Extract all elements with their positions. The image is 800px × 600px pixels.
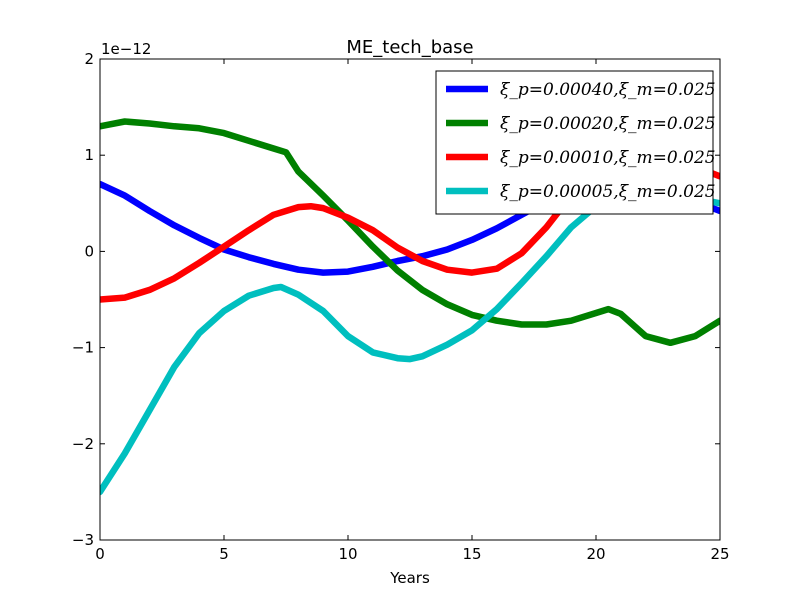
ticks-layer: 0 5 10 15 20 25 −3 −2 −1 0 1 2 xyxy=(72,50,730,563)
legend-entry-4: ξ_p=0.00005,ξ_m=0.025 xyxy=(500,182,716,202)
y-offset-label: 1e−12 xyxy=(101,40,151,58)
x-tick-label: 20 xyxy=(586,545,605,563)
x-tick-label: 10 xyxy=(338,545,357,563)
x-tick-label: 25 xyxy=(710,545,729,563)
legend: ξ_p=0.00040,ξ_m=0.025 ξ_p=0.00020,ξ_m=0.0… xyxy=(435,70,716,215)
y-tick-label: −3 xyxy=(72,531,94,549)
y-tick-label: 2 xyxy=(84,50,94,68)
x-tick-label: 15 xyxy=(462,545,481,563)
series-line-4 xyxy=(100,195,720,496)
y-tick-label: −2 xyxy=(72,435,94,453)
y-tick-label: 0 xyxy=(84,242,94,260)
y-tick-label: 1 xyxy=(84,146,94,164)
plot-frame xyxy=(99,58,721,541)
chart-title: ME_tech_base xyxy=(346,37,473,58)
legend-entry-2: ξ_p=0.00020,ξ_m=0.025 xyxy=(500,114,716,134)
x-axis-label: Years xyxy=(389,569,430,587)
series-line-2 xyxy=(100,118,720,347)
y-tick-label: −1 xyxy=(72,339,94,357)
legend-entry-1: ξ_p=0.00040,ξ_m=0.025 xyxy=(500,80,716,100)
x-tick-label: 0 xyxy=(95,545,105,563)
x-tick-label: 5 xyxy=(219,545,229,563)
legend-entry-3: ξ_p=0.00010,ξ_m=0.025 xyxy=(500,148,716,168)
